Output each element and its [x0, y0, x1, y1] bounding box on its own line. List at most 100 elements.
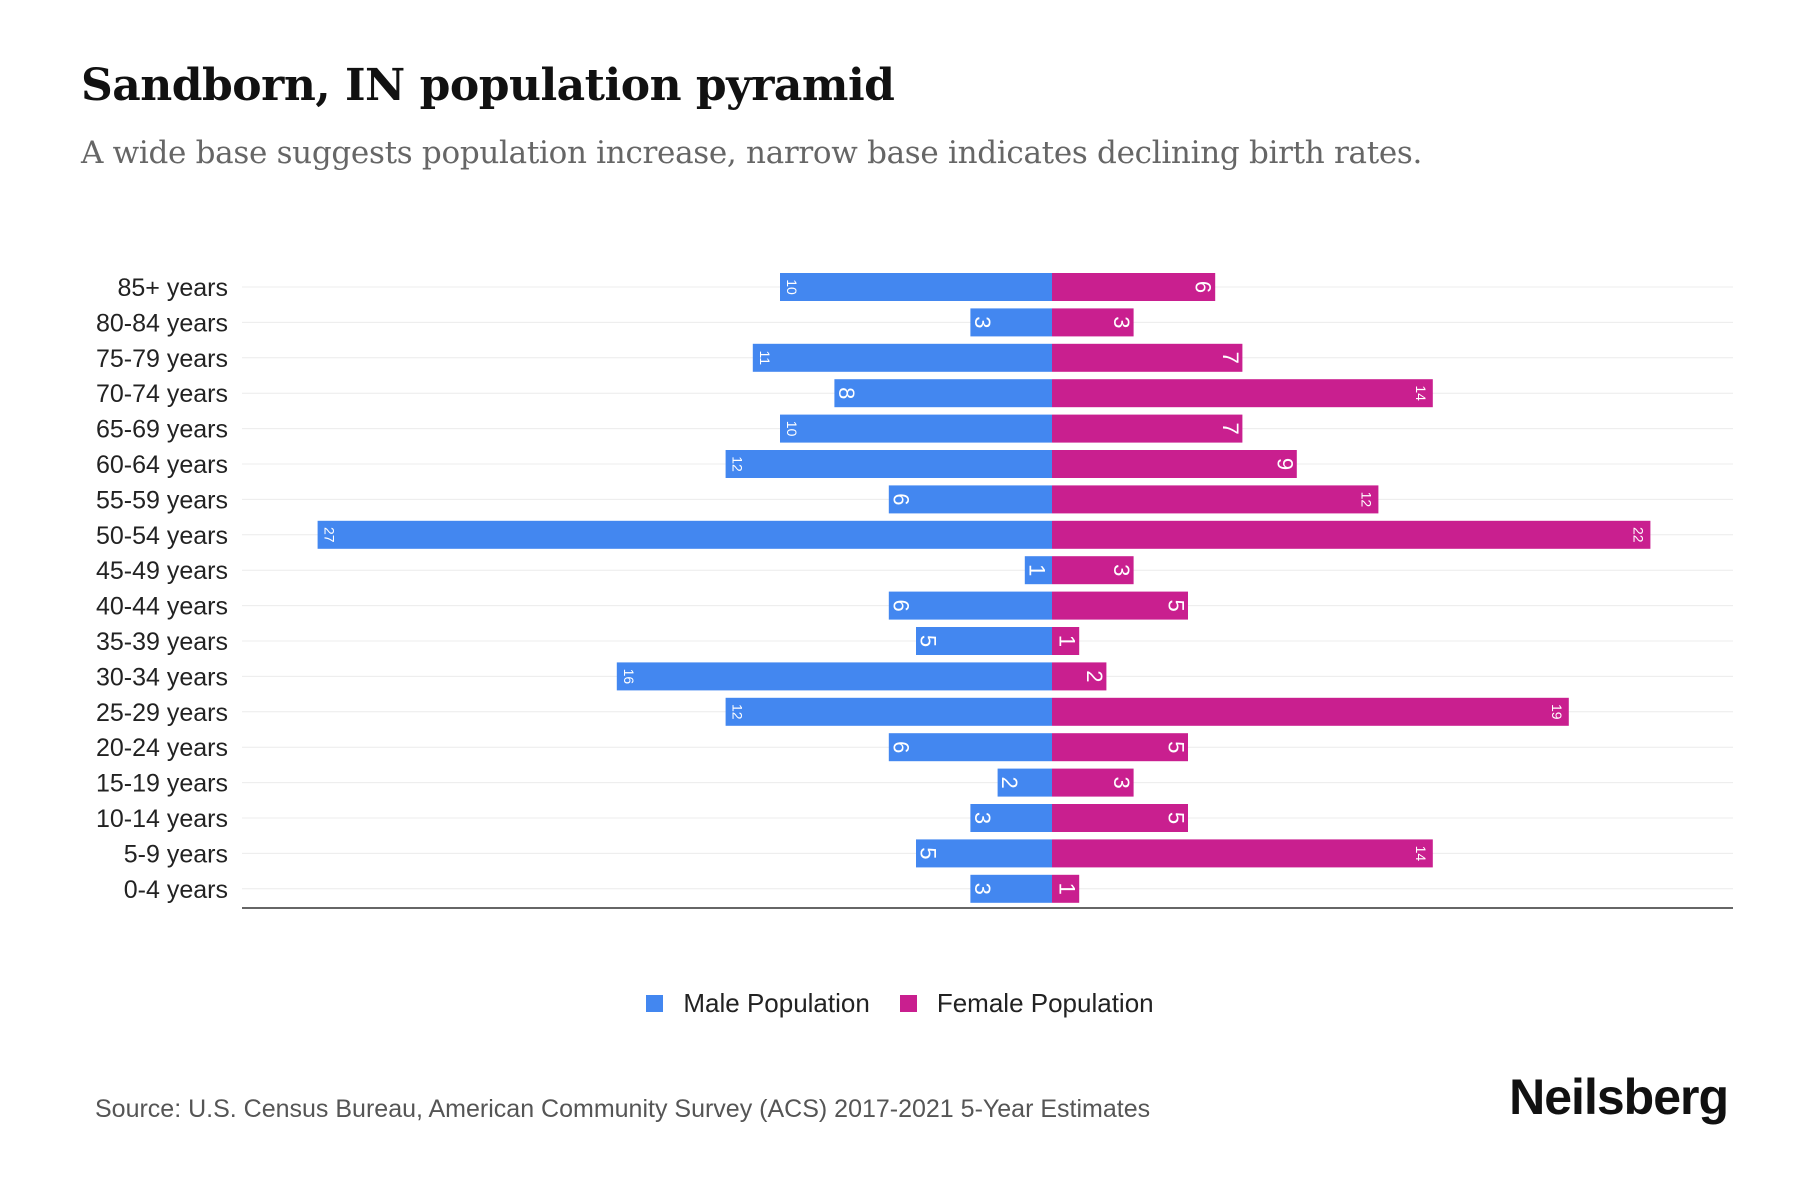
female-value-label: 5 — [1164, 599, 1189, 611]
neilsberg-logo: Neilsberg — [1509, 1069, 1729, 1125]
legend-swatch-female — [899, 995, 917, 1012]
female-bar — [1052, 414, 1243, 443]
female-value-label: 1 — [1055, 883, 1080, 895]
male-value-label: 6 — [888, 741, 913, 753]
category-label: 80-84 years — [96, 309, 228, 337]
female-bar — [1052, 379, 1433, 408]
category-label: 65-69 years — [96, 416, 228, 444]
male-value-label: 3 — [970, 316, 995, 328]
chart-title: Sandborn, IN population pyramid — [81, 60, 895, 111]
female-value-label: 6 — [1191, 281, 1216, 293]
legend-swatch-male — [646, 995, 664, 1012]
category-label: 75-79 years — [96, 345, 228, 373]
female-value-label: 12 — [1358, 492, 1374, 508]
female-bar — [1052, 591, 1188, 620]
legend-label-female: Female Population — [936, 988, 1154, 1018]
male-bar — [725, 697, 1052, 726]
female-value-label: 14 — [1413, 385, 1429, 401]
male-value-label: 10 — [784, 279, 800, 295]
female-value-label: 1 — [1055, 635, 1080, 647]
male-value-label: 11 — [757, 351, 773, 366]
category-label: 20-24 years — [96, 734, 228, 762]
legend-label-male: Male Population — [683, 988, 870, 1018]
female-value-label: 3 — [1109, 776, 1134, 788]
chart-subtitle: A wide base suggests population increase… — [81, 135, 1423, 171]
female-bar — [1052, 485, 1379, 514]
category-label: 0-4 years — [124, 876, 228, 904]
category-label: 25-29 years — [96, 699, 228, 727]
female-bar — [1052, 273, 1216, 301]
male-value-label: 6 — [888, 599, 913, 611]
female-value-label: 5 — [1164, 812, 1189, 824]
female-bar — [1052, 308, 1134, 337]
legend-item-female[interactable]: Female Population — [899, 988, 1154, 1019]
male-bar — [970, 804, 1052, 832]
male-value-label: 3 — [970, 812, 995, 824]
female-value-label: 19 — [1549, 704, 1565, 720]
male-bar — [888, 591, 1052, 620]
female-bar — [1052, 697, 1569, 726]
female-value-label: 7 — [1218, 422, 1243, 434]
female-value-label: 5 — [1164, 741, 1189, 753]
category-label: 30-34 years — [96, 663, 228, 691]
male-value-label: 3 — [970, 883, 995, 895]
male-bar — [997, 768, 1052, 797]
category-label: 60-64 years — [96, 451, 228, 479]
category-label: 10-14 years — [96, 805, 228, 833]
female-value-label: 22 — [1630, 527, 1646, 543]
category-label: 85+ years — [118, 274, 229, 302]
male-bar — [317, 520, 1053, 549]
female-bar — [1052, 839, 1433, 868]
category-label: 35-39 years — [96, 628, 228, 656]
male-value-label: 12 — [730, 456, 746, 472]
male-bar — [780, 414, 1052, 443]
male-bar — [916, 627, 1052, 655]
legend: Male Population Female Population — [0, 988, 1800, 1019]
male-value-label: 16 — [621, 669, 637, 685]
male-bar — [780, 273, 1052, 301]
male-value-label: 8 — [834, 387, 859, 399]
category-label: 5-9 years — [124, 840, 228, 868]
male-bar — [888, 733, 1052, 762]
male-value-label: 5 — [916, 847, 941, 859]
male-value-label: 5 — [916, 635, 941, 647]
female-value-label: 7 — [1218, 352, 1243, 364]
male-value-label: 2 — [997, 776, 1022, 788]
male-value-label: 6 — [888, 493, 913, 505]
male-value-label: 12 — [730, 704, 746, 720]
category-label: 55-59 years — [96, 486, 228, 514]
male-value-label: 10 — [784, 421, 800, 437]
female-bar — [1052, 768, 1134, 797]
female-value-label: 3 — [1109, 316, 1134, 328]
male-value-label: 1 — [1024, 564, 1049, 576]
female-bar — [1052, 733, 1188, 762]
category-label: 40-44 years — [96, 593, 228, 621]
female-bar — [1052, 556, 1134, 585]
male-bar — [916, 839, 1052, 868]
male-bar — [725, 450, 1052, 478]
female-bar — [1052, 874, 1080, 903]
female-bar — [1052, 627, 1080, 655]
legend-item-male[interactable]: Male Population — [646, 988, 870, 1019]
female-bar — [1052, 343, 1243, 372]
male-bar — [1024, 556, 1052, 585]
female-bar — [1052, 450, 1297, 478]
female-value-label: 3 — [1109, 564, 1134, 576]
male-bar — [888, 485, 1052, 514]
source-note: Source: U.S. Census Bureau, American Com… — [95, 1095, 1151, 1123]
male-bar — [970, 874, 1052, 903]
male-bar — [752, 343, 1052, 372]
female-value-label: 14 — [1413, 846, 1429, 862]
category-label: 70-74 years — [96, 380, 228, 408]
category-label: 50-54 years — [96, 522, 228, 550]
female-bar — [1052, 520, 1651, 549]
male-bar — [616, 662, 1052, 691]
male-bar — [970, 308, 1052, 337]
female-bar — [1052, 804, 1188, 832]
female-bar — [1052, 662, 1107, 691]
male-value-label: 27 — [322, 527, 338, 543]
male-bar — [834, 379, 1052, 408]
female-value-label: 2 — [1082, 670, 1107, 682]
